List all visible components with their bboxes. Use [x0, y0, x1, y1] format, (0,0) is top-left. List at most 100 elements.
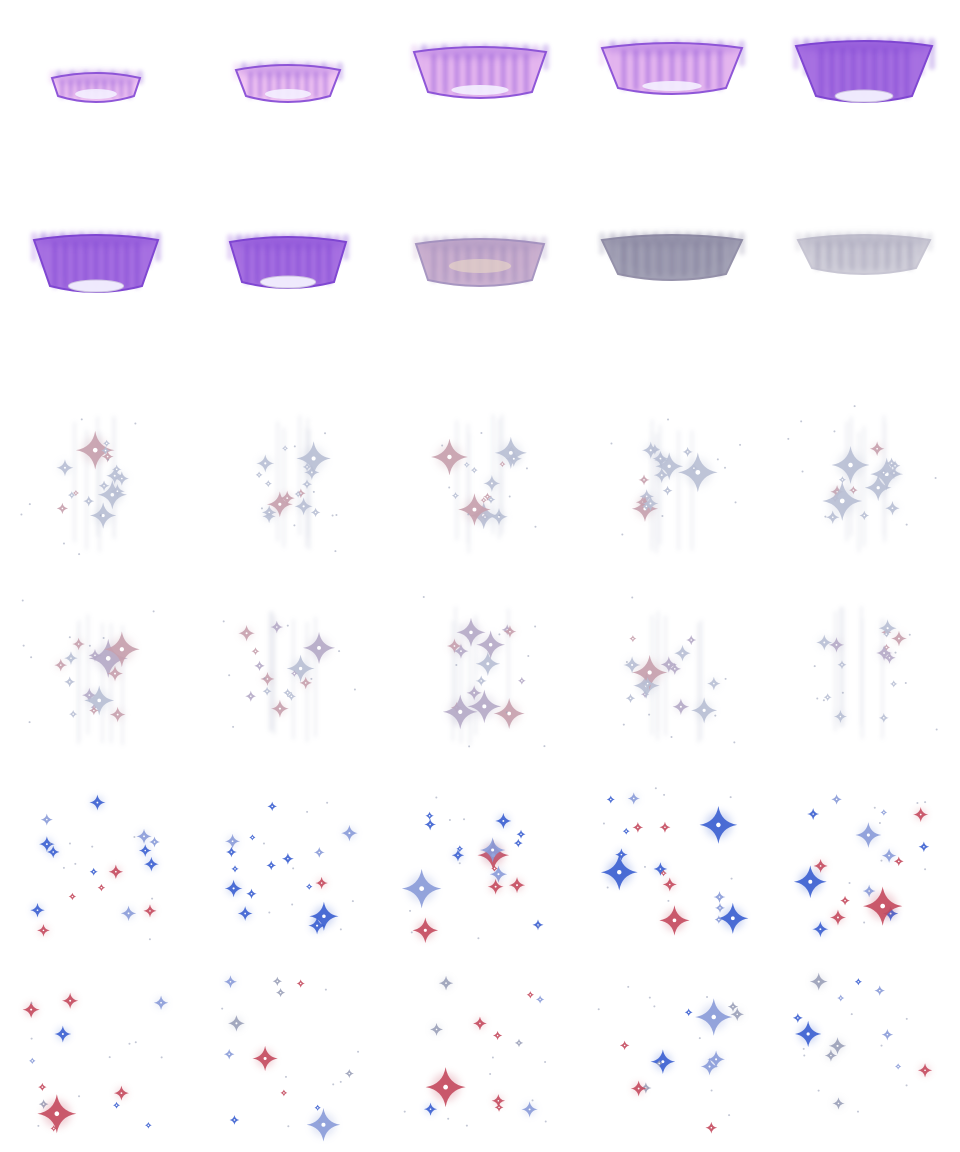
sparkle	[230, 1115, 240, 1125]
frame-art	[384, 384, 576, 576]
aura-flame	[413, 236, 547, 286]
sparkle	[90, 868, 98, 876]
sparkle	[228, 1015, 245, 1032]
aura-flame	[795, 232, 933, 274]
aura-flame	[233, 62, 343, 102]
frame-art	[576, 960, 768, 1152]
sparkle	[822, 481, 862, 521]
sparkle-cluster	[793, 973, 932, 1113]
sparkle	[509, 877, 525, 893]
sprite-frame-15	[768, 384, 960, 576]
sprite-frame-8	[384, 192, 576, 384]
sparkle	[109, 865, 123, 879]
sparkle	[620, 1041, 630, 1051]
sparkle	[311, 508, 321, 518]
sparkle	[238, 906, 253, 921]
frame-art	[0, 960, 192, 1152]
sparkle	[659, 905, 689, 935]
sparkle	[715, 915, 723, 923]
sparkle-cluster	[601, 787, 749, 935]
sparkle	[816, 634, 832, 650]
sparkle	[443, 695, 478, 730]
frame-art	[0, 576, 192, 768]
sparkle	[810, 973, 828, 991]
sparkle	[517, 830, 526, 839]
sprite-frame-2	[192, 0, 384, 192]
sparkle	[629, 635, 636, 642]
frame-art	[0, 384, 192, 576]
sparkle	[276, 988, 285, 997]
aura-flame	[49, 70, 143, 102]
frame-art	[192, 576, 384, 768]
sparkle	[249, 834, 255, 840]
sparkle	[638, 474, 649, 485]
sparkle	[473, 1017, 487, 1031]
sparkle	[424, 819, 436, 831]
sparkle	[882, 848, 897, 863]
sparkle-cluster	[256, 415, 338, 552]
sparkle	[37, 924, 50, 937]
sparkle	[626, 694, 635, 703]
sparkle	[521, 1101, 537, 1117]
sparkle	[452, 849, 464, 861]
sparkle	[707, 677, 720, 690]
frame-art	[0, 768, 192, 960]
sparkle	[891, 631, 907, 647]
sparkle	[113, 1102, 120, 1109]
sparkle	[64, 651, 77, 664]
sparkle	[488, 879, 504, 895]
sprite-frame-12	[192, 384, 384, 576]
sparkle	[651, 1049, 676, 1074]
sparkle	[144, 857, 159, 872]
sparkle	[83, 496, 94, 507]
frame-art	[576, 576, 768, 768]
frame-art	[192, 384, 384, 576]
sparkle	[254, 661, 264, 671]
frame-art	[384, 960, 576, 1152]
sparkle	[714, 891, 726, 903]
sparkle	[72, 638, 85, 651]
sparkle-cluster	[598, 986, 744, 1134]
sparkle	[296, 441, 331, 476]
sparkle	[918, 1063, 932, 1077]
sparkle	[663, 878, 677, 892]
sparkle	[882, 1029, 894, 1041]
frame-art	[768, 768, 960, 960]
sprite-frame-20	[768, 576, 960, 768]
sparkle	[57, 503, 68, 514]
sparkle	[76, 431, 115, 470]
sparkle	[494, 698, 525, 729]
frame-art	[192, 0, 384, 192]
sparkle	[863, 885, 876, 898]
sparkle	[29, 1058, 35, 1064]
sparkle	[252, 1046, 277, 1071]
sprite-frame-25	[768, 768, 960, 960]
sparkle	[493, 1031, 502, 1040]
sprite-frame-4	[576, 0, 768, 192]
sparkle	[628, 792, 640, 804]
aura-flame	[227, 234, 349, 288]
sparkle	[266, 860, 276, 870]
sparkle	[913, 807, 928, 822]
sparkle	[413, 918, 439, 944]
sparkle	[224, 1049, 235, 1060]
sparkle	[314, 847, 325, 858]
sparkle	[632, 822, 643, 833]
sparkle	[265, 480, 272, 487]
sprite-frame-3	[384, 0, 576, 192]
sparkle-cluster	[423, 596, 546, 747]
sparkle	[832, 1097, 844, 1109]
sparkle	[705, 1122, 717, 1134]
sparkle	[631, 1081, 647, 1097]
sparkle	[812, 921, 828, 937]
sprite-frame-28	[384, 960, 576, 1152]
frame-art	[768, 960, 960, 1152]
sparkle-cluster	[223, 611, 356, 742]
sparkle	[424, 1103, 437, 1116]
sparkle	[251, 647, 259, 655]
sparkle	[297, 979, 305, 987]
frame-art	[576, 384, 768, 576]
frame-art	[384, 768, 576, 960]
sprite-frame-7	[192, 192, 384, 384]
sparkle	[700, 806, 738, 844]
